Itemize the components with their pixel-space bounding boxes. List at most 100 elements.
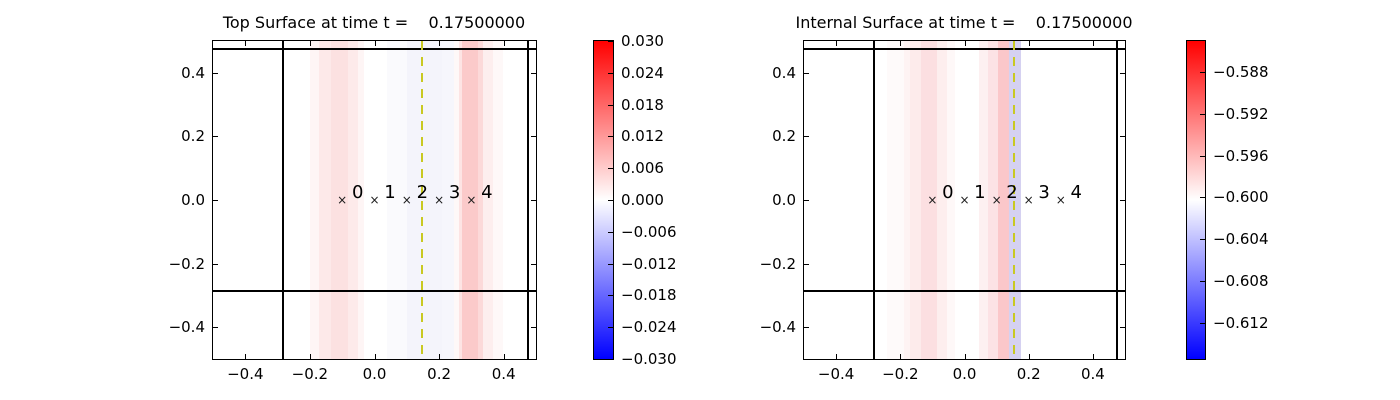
heatmap-band — [387, 41, 407, 359]
y-tick-mark — [804, 263, 809, 265]
probe-marker-x: × — [991, 193, 1002, 207]
colorbar-tick-mark — [1200, 322, 1205, 324]
heatmap-band — [348, 41, 359, 359]
probe-number-label: 3 — [1038, 182, 1050, 203]
heatmap-band — [454, 41, 460, 359]
top-surface-plot: × 0 × 1 × 2 × 3 × 4 −0.4 −0.2 0.0 0.2 0.4 0.4 0.2 0.0 −0.… — [169, 40, 537, 383]
heatmap-band — [937, 41, 947, 359]
dashed-marker-line — [1012, 41, 1015, 359]
y-tick-label: −0.2 — [168, 254, 205, 273]
colorbar-tick-label: 0.006 — [621, 159, 664, 178]
x-tick-mark — [1092, 354, 1094, 359]
x-tick-mark — [439, 354, 441, 359]
y-tick-mark — [1120, 136, 1125, 138]
colorbar-tick-label: −0.012 — [621, 254, 677, 273]
x-tick-mark — [503, 41, 505, 46]
colorbar-tick-label: 0.018 — [621, 95, 664, 114]
heatmap-band — [987, 41, 998, 359]
domain-boundary-hline — [213, 47, 536, 50]
colorbar-tick-label: −0.596 — [1213, 146, 1269, 165]
y-tick-mark — [213, 136, 218, 138]
probe-number-label: 4 — [1070, 182, 1082, 203]
probe-marker-x: × — [959, 193, 970, 207]
colorbar-tick-mark — [608, 136, 613, 138]
x-tick-label: −0.4 — [227, 365, 264, 383]
colorbar-tick-label: −0.612 — [1213, 313, 1269, 332]
x-tick-mark — [245, 41, 247, 46]
x-tick-mark — [1028, 354, 1030, 359]
top-surface-canvas: × 0 × 1 × 2 × 3 × 4 — [213, 41, 536, 359]
x-tick-mark — [1092, 41, 1094, 46]
x-tick-label: 0.2 — [1016, 365, 1041, 383]
colorbar-tick-mark — [1200, 280, 1205, 282]
colorbar-tick-label: −0.030 — [621, 350, 677, 368]
colorbar-tick-label: −0.592 — [1213, 104, 1269, 123]
domain-boundary-vline — [526, 41, 529, 359]
internal-surface-plot: × 0 × 1 × 2 × 3 × 4 −0.4 −0.2 0.0 0.2 0.4 0.4 0.2 0.0 −0.… — [760, 40, 1126, 383]
y-tick-label: −0.4 — [759, 318, 796, 337]
colorbar-tick-label: 0.000 — [621, 191, 664, 209]
heatmap-band — [459, 41, 463, 359]
colorbar-tick-label: −0.006 — [621, 222, 677, 241]
y-tick-mark — [213, 327, 218, 329]
colorbar-tick-mark — [1200, 197, 1205, 199]
y-tick-mark — [531, 263, 536, 265]
colorbar-tick-mark — [608, 263, 613, 265]
internal-surface-title: Internal Surface at time t = 0.17500000 — [795, 13, 1133, 32]
probe-marker-x: × — [1023, 193, 1034, 207]
colorbar-tick-label: −0.604 — [1213, 230, 1269, 249]
y-tick-mark — [213, 200, 218, 201]
heatmap-band — [909, 41, 922, 359]
y-tick-label: 0.0 — [181, 191, 205, 209]
x-tick-mark — [503, 354, 505, 359]
x-tick-mark — [374, 41, 376, 46]
y-tick-label: 0.4 — [181, 63, 205, 82]
x-tick-mark — [309, 354, 311, 359]
probe-number-label: 3 — [448, 182, 461, 203]
colorbar-tick-mark — [608, 359, 613, 360]
colorbar-tick-mark — [608, 295, 613, 297]
x-tick-label: 0.2 — [427, 365, 452, 383]
y-tick-mark — [531, 200, 536, 201]
probe-marker-x: × — [337, 193, 348, 207]
colorbar-tick-mark — [608, 41, 613, 42]
x-tick-mark — [309, 41, 311, 46]
internal-surface-canvas: × 0 × 1 × 2 × 3 × 4 — [804, 41, 1125, 359]
probe-marker-x: × — [1055, 193, 1066, 207]
probe-number-label: 2 — [416, 182, 429, 203]
colorbar-tick-label: −0.588 — [1213, 63, 1269, 82]
domain-boundary-vline — [282, 41, 285, 359]
colorbar-gradient — [1187, 41, 1205, 359]
y-tick-label: 0.0 — [772, 191, 796, 209]
probe-marker-x: × — [401, 193, 412, 207]
heatmap-band — [997, 41, 1010, 359]
colorbar-gradient — [594, 41, 613, 359]
domain-boundary-vline — [872, 41, 875, 359]
heatmap-band — [406, 41, 442, 359]
colorbar-tick-mark — [1200, 155, 1205, 157]
y-tick-mark — [531, 72, 536, 74]
x-tick-mark — [374, 354, 376, 359]
y-tick-mark — [1120, 263, 1125, 265]
probe-number-label: 0 — [942, 182, 954, 203]
colorbar-tick-label: −0.600 — [1213, 188, 1269, 207]
y-tick-mark — [804, 72, 809, 74]
heatmap-band — [887, 41, 904, 359]
x-tick-label: 0.4 — [1080, 365, 1105, 383]
colorbar-tick-mark — [608, 168, 613, 170]
heatmap-band — [492, 41, 503, 359]
colorbar-tick-mark — [608, 72, 613, 74]
y-tick-mark — [213, 263, 218, 265]
domain-boundary-hline — [213, 289, 536, 292]
top-surface-colorbar: 0.030 0.024 0.018 0.012 0.006 0.000 −0.006 −0.0… — [593, 32, 677, 368]
y-tick-mark — [804, 200, 809, 201]
x-tick-label: 0.4 — [491, 365, 516, 383]
y-tick-label: 0.2 — [181, 127, 205, 146]
heatmap-band — [331, 41, 349, 359]
colorbar-tick-label: 0.024 — [621, 63, 664, 82]
probe-number-label: 4 — [481, 182, 493, 203]
x-tick-label: 0.0 — [952, 365, 977, 383]
y-tick-mark — [531, 327, 536, 329]
x-tick-mark — [245, 354, 247, 359]
heatmap-band — [442, 41, 455, 359]
